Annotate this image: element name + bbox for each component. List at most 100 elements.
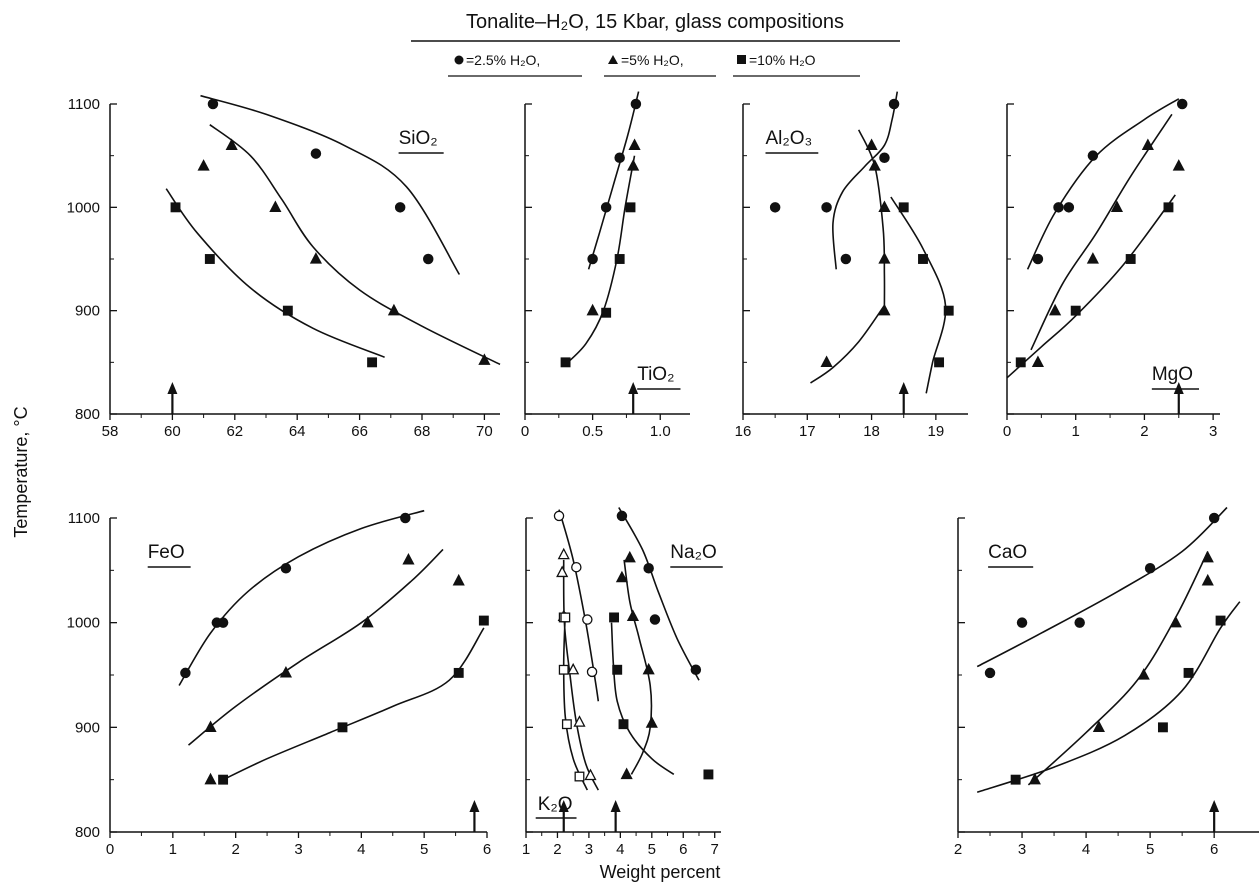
- reference-arrow-head: [1173, 382, 1184, 394]
- x-tick-label: 6: [679, 841, 687, 858]
- data-point-circle: [400, 512, 411, 524]
- trend-curve-square: [222, 627, 485, 781]
- legend-square-marker: [737, 55, 746, 64]
- data-point-square: [337, 722, 348, 733]
- data-point-square: [1125, 254, 1136, 264]
- y-tick-label: 1100: [68, 96, 100, 113]
- x-tick-label: 0.5: [582, 423, 603, 440]
- data-point-square: [1015, 357, 1026, 368]
- data-point-circle: [888, 98, 900, 110]
- data-point-triangle: [1169, 615, 1182, 628]
- data-point-circle: [1074, 617, 1085, 628]
- data-point-square: [625, 202, 636, 213]
- data-point-triangle: [878, 303, 891, 316]
- legend-circle-marker: [454, 55, 464, 65]
- data-point-triangle: [878, 200, 891, 212]
- data-point-triangle: [615, 570, 629, 583]
- data-point-triangle: [645, 716, 658, 728]
- trend-curve-circle: [976, 506, 1228, 668]
- y-tick-label: 800: [75, 406, 100, 423]
- data-point-square: [1070, 305, 1081, 316]
- data-point-circle: [1176, 98, 1188, 110]
- data-point-square-open: [574, 771, 585, 782]
- trend-curve-triangle: [810, 305, 886, 384]
- trend-curve-square: [610, 622, 675, 776]
- data-point-circle: [394, 202, 406, 213]
- x-tick-label: 3: [585, 841, 593, 858]
- data-point-square: [1215, 615, 1226, 626]
- data-point-circle: [984, 667, 996, 679]
- data-point-circle: [769, 202, 781, 213]
- data-point-square: [478, 615, 489, 626]
- data-point-square: [609, 612, 620, 623]
- y-tick-label: 1000: [67, 199, 100, 216]
- x-tick-label: 17: [799, 423, 816, 440]
- data-point-triangle: [642, 662, 655, 675]
- reference-arrow-head: [628, 382, 639, 394]
- legend-triangle-marker: [608, 55, 618, 64]
- data-point-triangle-open: [584, 768, 597, 781]
- data-point-triangle: [868, 159, 881, 171]
- data-point-circle: [690, 664, 702, 676]
- data-point-triangle: [1028, 772, 1041, 785]
- data-point-square: [918, 254, 928, 264]
- data-point-triangle: [1172, 159, 1185, 171]
- trend-curve-circle: [618, 507, 700, 681]
- data-point-triangle: [1031, 355, 1044, 367]
- reference-arrow-head: [469, 800, 480, 812]
- panel-tio: 0 0.5 1.0 TiO₂: [521, 91, 690, 440]
- trend-curve-circle: [587, 91, 640, 270]
- x-tick-label: 0: [521, 423, 529, 440]
- trend-curve-triangle: [857, 129, 886, 306]
- data-point-square: [282, 305, 293, 316]
- x-tick-label: 0: [1003, 423, 1011, 440]
- panel-sio: 58 60 62 64 66 68 70 800 900 1000 1100 SiO₂: [67, 94, 501, 440]
- data-point-triangle: [309, 252, 322, 264]
- data-point-triangle: [1092, 720, 1105, 732]
- reference-arrow-head: [610, 800, 621, 812]
- data-point-triangle-open: [557, 547, 570, 560]
- data-point-square: [1163, 202, 1174, 213]
- data-point-circle: [1087, 150, 1099, 161]
- data-point-circle: [1016, 617, 1028, 628]
- data-point-triangle: [402, 552, 415, 565]
- data-point-square: [1157, 722, 1168, 733]
- data-point-triangle-open: [556, 565, 569, 578]
- data-point-circle: [600, 202, 612, 213]
- x-tick-label: 58: [102, 423, 119, 440]
- data-point-circle: [310, 148, 322, 159]
- figure-title: Tonalite–H₂O, 15 Kbar, glass composition…: [466, 11, 844, 33]
- data-point-triangle: [269, 200, 282, 212]
- data-point-square-open: [561, 719, 572, 730]
- x-tick-label: 4: [357, 841, 365, 858]
- data-point-square-open: [558, 664, 569, 675]
- data-point-circle: [180, 667, 191, 679]
- panel-feo: 0 1 2 3 4 5 6 800 900 1000 1100 FeO: [67, 509, 491, 858]
- x-tick-label: 4: [1082, 841, 1090, 858]
- data-point-circle: [879, 152, 890, 163]
- panel-label: TiO₂: [637, 364, 674, 385]
- data-point-triangle: [1086, 252, 1099, 264]
- x-tick-label: 4: [616, 841, 624, 858]
- x-tick-label: 1: [169, 841, 177, 858]
- data-point-square: [218, 774, 229, 785]
- trend-curve-triangle: [623, 559, 653, 775]
- reference-arrow-head: [1209, 800, 1220, 812]
- trend-curve-square: [165, 188, 385, 358]
- data-point-circle: [1063, 202, 1075, 213]
- x-tick-label: 5: [420, 841, 428, 858]
- x-tick-label: 19: [928, 423, 945, 440]
- data-point-triangle: [620, 767, 633, 780]
- data-point-triangle: [225, 138, 238, 150]
- x-tick-label: 1.0: [650, 423, 671, 440]
- data-point-triangle: [820, 355, 833, 367]
- y-tick-label: 1000: [67, 615, 100, 632]
- x-tick-label: 3: [1018, 841, 1026, 858]
- y-tick-label: 1100: [68, 510, 100, 527]
- legend-item-square: =10% H₂O: [733, 52, 860, 77]
- data-point-circle-open: [582, 614, 593, 625]
- data-point-square-open: [560, 612, 571, 623]
- data-point-triangle: [623, 550, 636, 563]
- panel-mgo: 0 1 2 3 MgO: [1003, 98, 1220, 440]
